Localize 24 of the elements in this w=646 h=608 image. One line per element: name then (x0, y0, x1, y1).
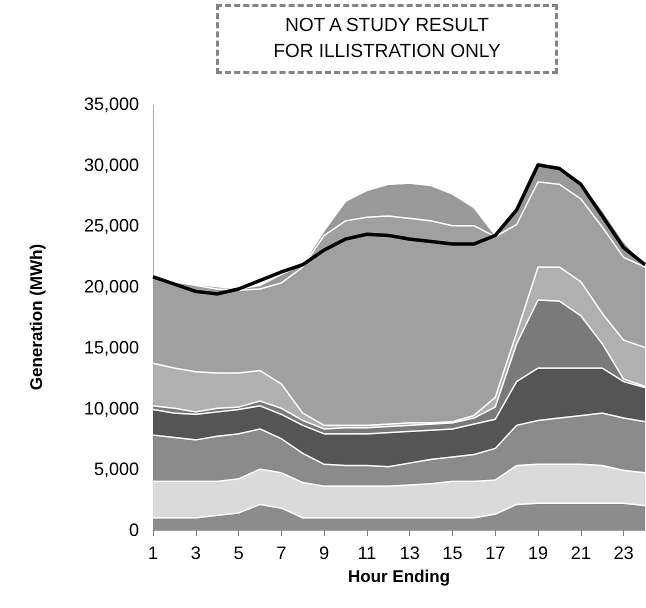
x-tick-label: 21 (570, 543, 591, 563)
y-axis-title: Generation (MWh) (27, 244, 46, 390)
y-tick-label: 30,000 (84, 154, 139, 175)
x-axis-title: Hour Ending (348, 567, 450, 586)
y-tick-label: 35,000 (84, 94, 139, 114)
x-tick-label: 5 (234, 543, 244, 563)
y-tick-label: 15,000 (84, 337, 139, 358)
y-tick-label: 0 (128, 520, 139, 540)
line-series (151, 163, 646, 296)
x-tick-label: 17 (485, 543, 506, 563)
y-tick-label: 10,000 (84, 398, 139, 418)
x-tick-label: 1 (148, 543, 158, 563)
y-tick-label: 5,000 (94, 459, 139, 480)
x-tick-label: 19 (528, 543, 548, 563)
x-tick-label: 15 (442, 543, 462, 563)
x-tick-label: 3 (190, 543, 201, 563)
y-tick-label: 25,000 (84, 216, 139, 236)
dashed-box: NOT A STUDY RESULT FOR ILLISTRATION ONLY (216, 4, 558, 74)
x-tick-label: 9 (319, 543, 330, 563)
x-tick-label: 23 (614, 543, 634, 563)
x-tick-label: 13 (400, 543, 420, 563)
x-tick-label: 7 (276, 543, 286, 563)
y-tick-label: 20,000 (84, 276, 139, 297)
x-tick-label: 11 (358, 543, 376, 563)
